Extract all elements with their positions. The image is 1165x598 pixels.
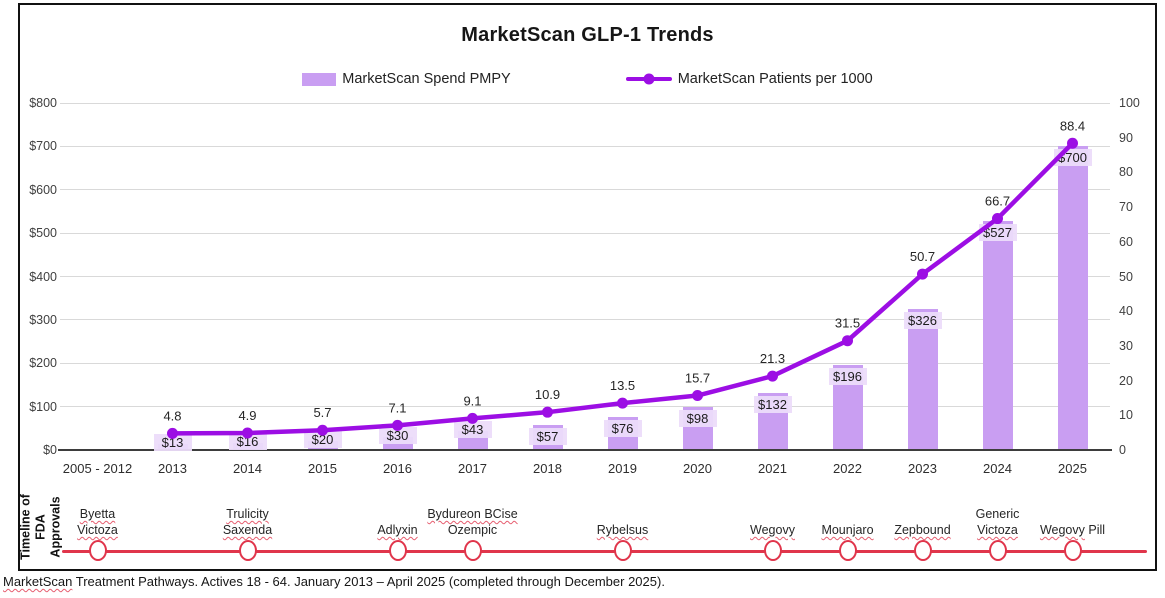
y-axis-left-tick-label: $400	[29, 269, 57, 284]
x-axis-year-label: 2016	[383, 461, 412, 476]
x-axis-year-label: 2014	[233, 461, 262, 476]
y-axis-right-tick-label: 20	[1119, 373, 1133, 388]
x-axis-year-label: 2013	[158, 461, 187, 476]
drug-name: Trulicity	[226, 507, 269, 521]
timeline-marker	[613, 540, 632, 561]
legend-patients-label: MarketScan Patients per 1000	[677, 71, 873, 87]
drug-name: Byetta	[79, 507, 116, 521]
timeline-marker	[388, 540, 407, 561]
chart-legend: MarketScan Spend PMPY MarketScan Patient…	[20, 71, 1155, 87]
source-note-rest: Treatment Pathways. Actives 18 - 64. Jan…	[72, 574, 665, 589]
y-axis-left-tick-label: $600	[29, 182, 57, 197]
drug-name: Victoza	[77, 523, 118, 537]
timeline-line	[62, 550, 1147, 553]
y-axis-right-tick-label: 40	[1119, 304, 1133, 319]
drug-name: Wegovy	[750, 523, 795, 537]
drug-name: Zepbound	[894, 523, 951, 537]
timeline-axis-label-line1: Timeline of	[18, 494, 33, 560]
drug-name: Adlyxin	[377, 523, 418, 537]
timeline-item: Byetta Victoza	[38, 506, 158, 538]
timeline-marker	[913, 540, 932, 561]
x-axis-year-label: 2021	[758, 461, 787, 476]
y-axis-right-tick-label: 10	[1119, 408, 1133, 423]
y-axis-left-tick-label: $700	[29, 139, 57, 154]
timeline-marker	[1063, 540, 1082, 561]
y-axis-right-tick-label: 90	[1119, 130, 1133, 145]
bar-value-label: $13	[153, 434, 192, 452]
x-axis-year-label: 2022	[833, 461, 862, 476]
y-axis-left-tick-label: $0	[43, 443, 57, 457]
timeline-item: Wegovy	[713, 522, 833, 538]
timeline-marker	[88, 540, 107, 561]
bar-series-swatch-icon	[302, 72, 337, 86]
drug-name: Rybelsus	[596, 523, 649, 537]
y-axis-right-tick-label: 0	[1119, 443, 1126, 457]
line-marker-icon	[643, 73, 655, 85]
timeline-item: Generic Victoza	[938, 506, 1058, 538]
drug-name: Ozempic	[447, 523, 498, 537]
source-note-marketscan: MarketScan	[3, 574, 73, 589]
x-axis-year-label: 2018	[533, 461, 562, 476]
drug-name: Saxenda	[222, 523, 273, 537]
timeline-item: Mounjaro	[788, 522, 908, 538]
legend-spend-label: MarketScan Spend PMPY	[342, 71, 511, 87]
x-axis-baseline	[58, 449, 1112, 451]
x-axis-year-label: 2005 - 2012	[62, 461, 133, 476]
y-axis-right-tick-label: 70	[1119, 200, 1133, 215]
drug-name: Wegovy Pill	[1039, 523, 1106, 537]
x-axis-year-label: 2015	[308, 461, 337, 476]
timeline-marker	[988, 540, 1007, 561]
drug-name: Bydureon BCise	[427, 507, 518, 521]
gridline	[60, 102, 1110, 104]
y-axis-right-tick-label: 30	[1119, 338, 1133, 353]
chart-title: MarketScan GLP-1 Trends	[461, 24, 714, 46]
y-axis-left-tick-label: $500	[29, 226, 57, 241]
y-axis-right-tick-label: 50	[1119, 269, 1133, 284]
timeline-item: Wegovy Pill	[1013, 522, 1133, 538]
legend-item-spend: MarketScan Spend PMPY	[302, 71, 511, 87]
y-axis-right-tick-label: 60	[1119, 234, 1133, 249]
x-axis-year-label: 2025	[1058, 461, 1087, 476]
x-axis-year-label: 2023	[908, 461, 937, 476]
drug-name: Generic	[975, 507, 1020, 521]
source-note: MarketScan Treatment Pathways. Actives 1…	[3, 574, 665, 589]
x-axis-year-label: 2024	[983, 461, 1012, 476]
legend-item-patients: MarketScan Patients per 1000	[625, 71, 873, 87]
drug-name: Mounjaro	[821, 523, 874, 537]
timeline-marker	[838, 540, 857, 561]
x-axis-year-label: 2019	[608, 461, 637, 476]
timeline-item: Bydureon BCise Ozempic	[413, 506, 533, 538]
timeline-item: Trulicity Saxenda	[188, 506, 308, 538]
y-axis-left-tick-label: $100	[29, 399, 57, 414]
y-axis-left-tick-label: $300	[29, 312, 57, 327]
y-axis-right-tick-label: 100	[1119, 96, 1140, 110]
timeline-marker	[238, 540, 257, 561]
timeline-marker	[763, 540, 782, 561]
x-axis-year-label: 2017	[458, 461, 487, 476]
y-axis-left-tick-label: $800	[29, 96, 57, 110]
y-axis-left-tick-label: $200	[29, 356, 57, 371]
drug-name: Victoza	[977, 523, 1018, 537]
line-series-swatch-icon	[625, 73, 672, 85]
timeline-item: Rybelsus	[563, 522, 683, 538]
timeline-item: Adlyxin	[338, 522, 458, 538]
y-axis-right-tick-label: 80	[1119, 165, 1133, 180]
timeline-marker	[463, 540, 482, 561]
timeline-item: Zepbound	[863, 522, 983, 538]
x-axis-year-label: 2020	[683, 461, 712, 476]
